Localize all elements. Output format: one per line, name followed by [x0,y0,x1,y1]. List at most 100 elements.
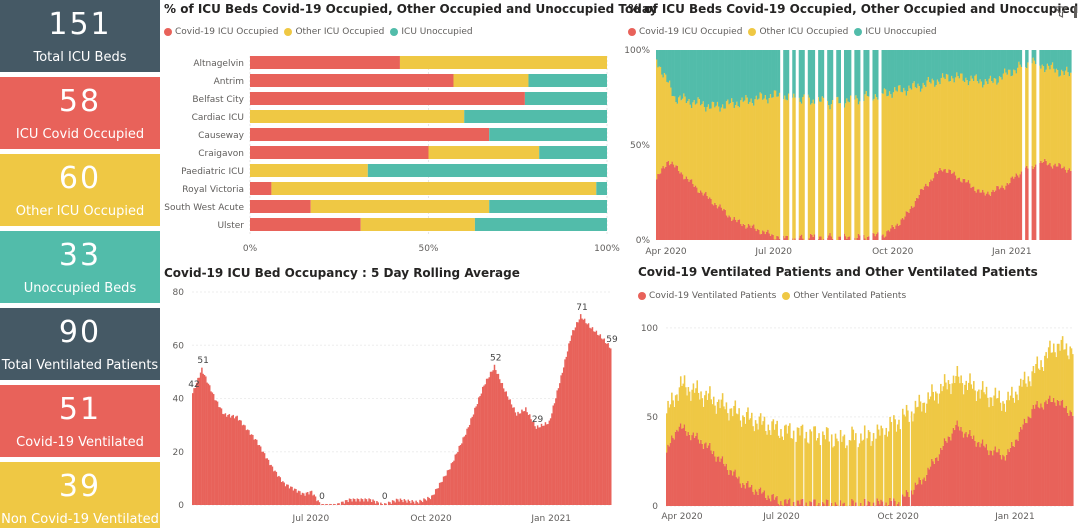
vent-other-bar [837,441,839,506]
rolling-bar [310,490,313,505]
vent-covid-bar [813,499,815,506]
area-unoccupied-column [970,50,972,76]
vent-other-bar [678,387,681,427]
vent-other-bar [781,436,784,506]
area-other-column [750,98,753,228]
area-unoccupied-column [976,50,979,82]
rolling-bar [305,492,308,505]
rolling-bar [401,499,403,505]
area-unoccupied-column [1041,50,1044,65]
more-options-edge[interactable] [1074,6,1077,18]
vent-other-bar [726,413,729,471]
kpi-card[interactable]: 60 Other ICU Occupied [0,154,160,226]
vent-other-bar [819,445,822,506]
vent-other-bar [669,404,672,444]
kpi-card[interactable]: 33 Unoccupied Beds [0,231,160,303]
unoccupied-legend-dot [854,28,863,36]
area-covid-column [718,206,720,240]
vent-covid-bar [1059,405,1061,506]
area-covid-column [741,226,743,240]
area-covid-column [958,177,961,240]
vent-covid-bar [1040,403,1042,506]
vent-other-bar [731,416,734,476]
vent-covid-bar [962,437,965,506]
vent-covid-bar [894,500,896,506]
vent-covid-bar [938,454,941,506]
rolling-bar [308,494,310,505]
data-label: 71 [576,303,587,313]
y-tick-label: 100% [624,46,650,56]
area-other-column [1045,69,1048,161]
area-unoccupied-column [802,50,804,98]
vent-other-bar [790,438,792,506]
rolling-bar [301,492,304,505]
area-other-column [820,101,822,237]
vent-covid-bar [986,450,989,506]
vent-other-bar [978,389,980,443]
vent-other-bar [957,376,960,427]
area-unoccupied-column [699,50,702,106]
rolling-bar [288,488,291,505]
rolling-bar [351,501,353,505]
area-other-column [1035,64,1037,165]
rolling-bar [445,475,447,505]
kpi-value: 90 [58,315,102,350]
overtime-chart-legend[interactable]: Covid-19 ICU Occupied Other ICU Occupied… [628,27,943,37]
vent-other-bar [966,390,969,438]
vent-other-bar [691,389,693,436]
ventilated-chart-legend[interactable]: Covid-19 Ventilated Patients Other Venti… [638,291,912,301]
gap-stripe [780,50,784,240]
area-unoccupied-column [996,50,998,85]
area-covid-column [665,166,667,240]
vent-other-bar [668,407,671,447]
area-unoccupied-column [940,50,943,78]
filter-icon[interactable] [1053,4,1069,18]
vent-other-bar [1016,394,1018,440]
area-covid-column [863,234,865,240]
vent-other-bar [740,426,743,488]
overtime-area-chart[interactable]: 0%50%100%Apr 2020 Jul 2020 Oct 2020 Jan 202… [624,44,1076,260]
area-covid-column [952,173,954,240]
x-tick-label: Jan 2021 [994,512,1035,522]
vent-covid-bar [919,479,922,506]
vent-covid-bar [1007,449,1009,506]
area-covid-column [847,237,850,240]
vent-covid-bar [681,428,683,506]
area-covid-column [982,189,984,240]
rolling-bar [535,428,538,505]
vent-other-bar [792,430,795,502]
area-covid-column [971,187,974,240]
vent-covid-bar [936,457,938,506]
kpi-card[interactable]: 151 Total ICU Beds [0,0,160,72]
area-unoccupied-column [675,50,677,103]
area-covid-column [785,235,787,240]
vent-other-bar [832,447,834,506]
area-unoccupied-column [769,50,772,95]
vent-other-bar [884,434,886,506]
vent-other-bar [1002,401,1004,455]
kpi-card[interactable]: 58 ICU Covid Occupied [0,77,160,149]
vent-covid-bar [896,504,899,506]
rolling-bar [241,425,244,505]
vent-other-bar [686,395,688,436]
area-other-column [917,83,919,199]
kpi-card[interactable]: 51 Covid-19 Ventilated [0,385,160,457]
rolling-bar [393,500,395,505]
area-covid-column [954,175,957,240]
kpi-card[interactable]: 90 Total Ventilated Patients [0,308,160,380]
vent-other-bar [1058,343,1060,401]
rolling-bar [514,412,517,505]
kpi-card[interactable]: 39 Non Covid-19 Ventilated [0,462,160,528]
area-covid-column [912,207,914,240]
rolling-bar [306,492,309,505]
rolling-bar [581,318,583,505]
vent-covid-bar [758,488,761,506]
today-chart-legend[interactable]: Covid-19 ICU Occupied Other ICU Occupied… [164,27,479,37]
area-unoccupied-column [882,50,884,94]
rolling-bar [485,378,488,505]
area-other-column [760,93,763,234]
rolling-bar [399,498,402,505]
